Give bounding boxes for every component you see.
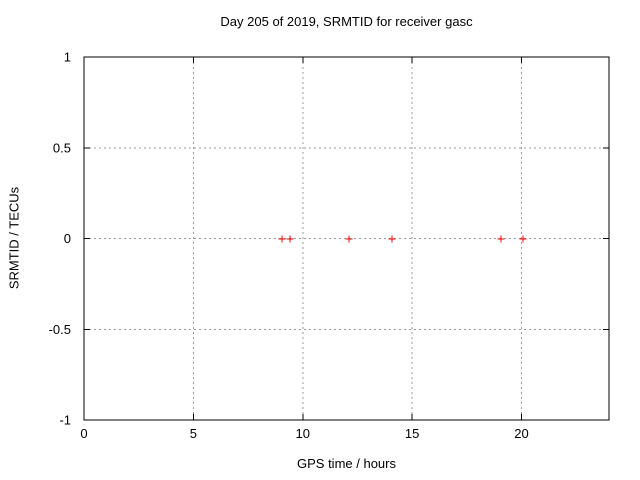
x-tick-label-0: 0 — [80, 426, 87, 441]
x-axis-label: GPS time / hours — [297, 456, 396, 471]
x-tick-label-20: 20 — [514, 426, 528, 441]
x-tick-label-5: 5 — [190, 426, 197, 441]
chart-title: Day 205 of 2019, SRMTID for receiver gas… — [220, 14, 473, 29]
y-tick-label-0.5: 0.5 — [53, 140, 71, 155]
x-tick-label-10: 10 — [296, 426, 310, 441]
y-tick-label--0.5: -0.5 — [49, 322, 71, 337]
y-tick-label-0: 0 — [64, 231, 71, 246]
y-tick-label--1: -1 — [59, 413, 71, 428]
x-tick-label-15: 15 — [405, 426, 419, 441]
y-tick-label-1: 1 — [64, 50, 71, 65]
